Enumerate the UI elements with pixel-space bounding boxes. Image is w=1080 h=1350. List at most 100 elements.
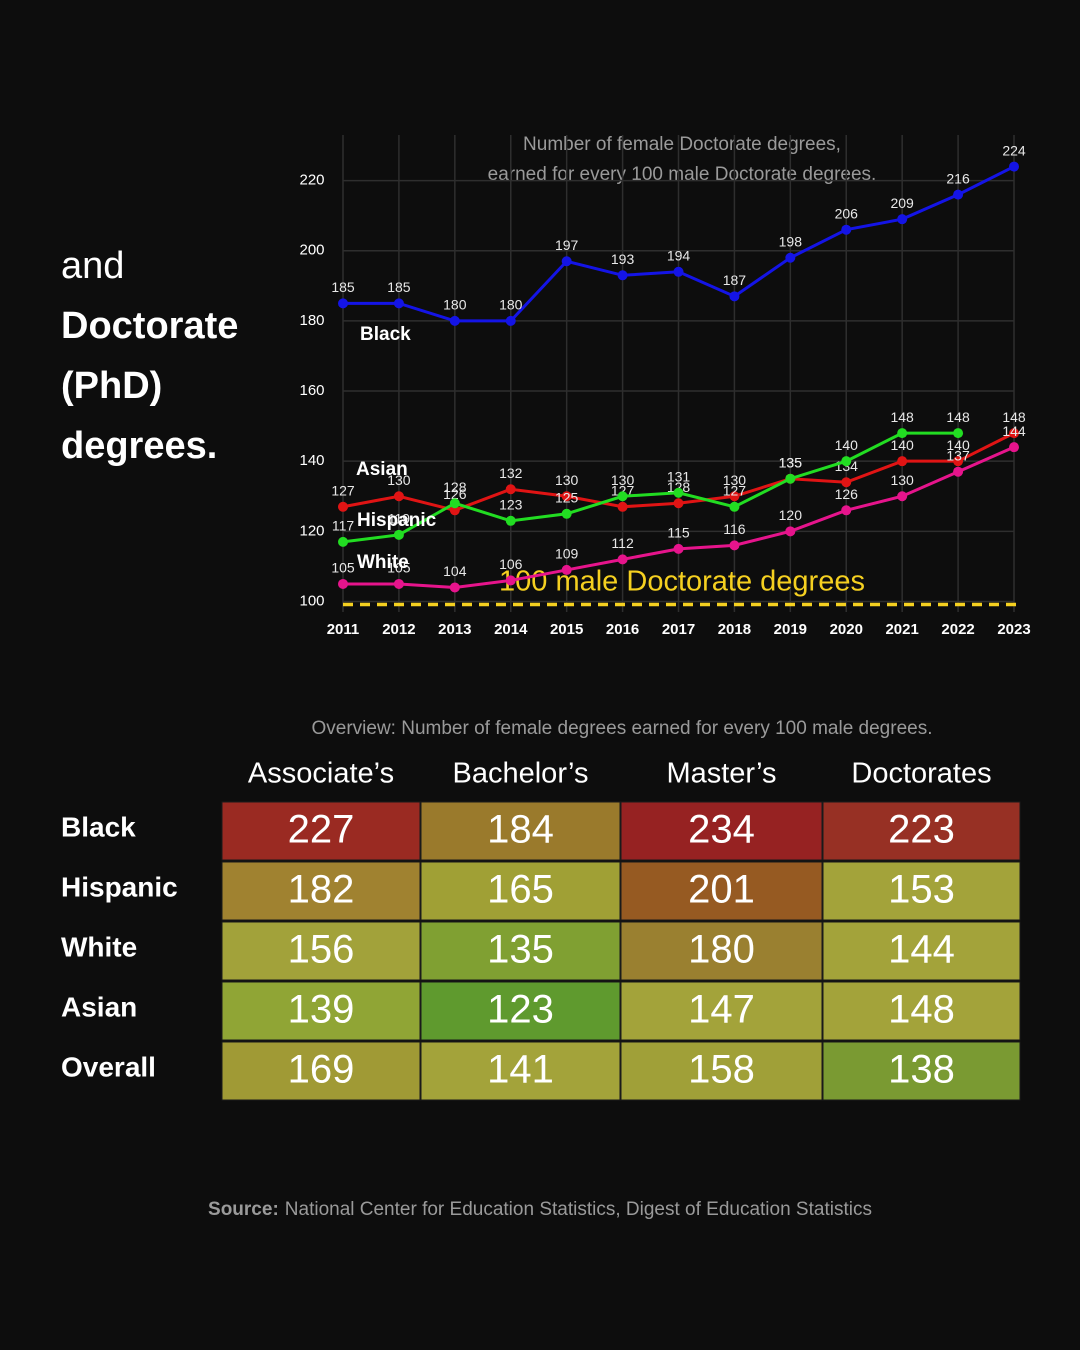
y-tick-label: 220 xyxy=(299,172,324,189)
data-point xyxy=(729,540,740,551)
row-label: Asian xyxy=(61,991,137,1022)
reference-label: 100 male Doctorate degrees xyxy=(499,566,865,598)
data-label: 148 xyxy=(946,409,970,425)
table-cell xyxy=(420,801,621,861)
heading-line: and xyxy=(61,245,124,287)
data-point xyxy=(953,466,964,477)
data-label: 117 xyxy=(332,518,355,534)
chart-title: Number of female Doctorate degrees, xyxy=(523,134,841,155)
source-text: National Center for Education Statistics… xyxy=(285,1199,872,1220)
data-label: 128 xyxy=(667,479,691,495)
cell-value: 123 xyxy=(487,988,554,1032)
data-label: 126 xyxy=(835,486,859,502)
data-label: 115 xyxy=(667,525,690,541)
data-label: 216 xyxy=(946,170,970,186)
data-point xyxy=(561,491,572,502)
data-point xyxy=(449,498,460,509)
cell-value: 184 xyxy=(487,808,554,852)
data-point xyxy=(841,477,852,488)
data-label: 187 xyxy=(723,272,747,288)
x-tick-label: 2014 xyxy=(494,621,528,638)
data-point xyxy=(1009,442,1019,453)
column-header: Bachelor’s xyxy=(453,758,589,790)
column-header: Associate’s xyxy=(248,758,394,790)
data-label: 137 xyxy=(946,447,970,463)
data-point xyxy=(841,505,852,516)
column-header: Master’s xyxy=(666,758,776,790)
y-tick-label: 120 xyxy=(299,522,324,539)
data-point xyxy=(785,252,796,263)
y-tick-label: 200 xyxy=(299,242,324,259)
table-cell xyxy=(822,921,1021,981)
data-point xyxy=(729,491,740,502)
y-tick-label: 100 xyxy=(299,592,324,609)
data-label: 135 xyxy=(779,454,803,470)
data-point xyxy=(561,256,572,267)
data-label: 144 xyxy=(1002,423,1026,439)
cell-value: 139 xyxy=(288,988,355,1032)
data-point xyxy=(673,266,684,277)
x-tick-label: 2016 xyxy=(606,621,639,638)
data-label: 180 xyxy=(443,297,467,313)
data-point xyxy=(953,456,964,467)
table-cell xyxy=(620,1041,823,1101)
data-point xyxy=(673,543,684,554)
row-label: Black xyxy=(61,811,136,842)
data-point xyxy=(505,484,516,495)
data-label: 130 xyxy=(555,472,579,488)
series-name: Hispanic xyxy=(357,510,437,531)
data-point xyxy=(841,224,852,235)
cell-value: 169 xyxy=(288,1048,355,1092)
data-point xyxy=(449,315,460,326)
cell-value: 223 xyxy=(888,808,955,852)
data-point xyxy=(673,487,684,498)
data-point xyxy=(393,491,404,502)
data-point xyxy=(505,515,516,526)
data-label: 135 xyxy=(779,454,803,470)
cell-value: 158 xyxy=(688,1048,755,1092)
heading-line: degrees. xyxy=(61,425,217,467)
data-label: 123 xyxy=(499,497,523,513)
x-tick-label: 2018 xyxy=(718,621,751,638)
data-point xyxy=(897,428,908,439)
table-cell xyxy=(620,801,823,861)
source-label: Source: xyxy=(208,1199,279,1220)
data-point xyxy=(897,456,908,467)
data-label: 105 xyxy=(331,560,355,576)
x-tick-label: 2015 xyxy=(550,621,583,638)
data-label: 194 xyxy=(667,247,691,263)
x-tick-label: 2022 xyxy=(941,621,974,638)
data-label: 185 xyxy=(331,279,355,295)
data-point xyxy=(953,428,964,439)
data-label: 140 xyxy=(835,437,859,453)
x-tick-label: 2013 xyxy=(438,621,471,638)
data-point xyxy=(841,456,852,467)
x-tick-label: 2017 xyxy=(662,621,695,638)
data-label: 127 xyxy=(723,482,747,498)
data-label: 112 xyxy=(611,535,634,551)
data-label: 104 xyxy=(443,563,467,579)
data-point xyxy=(729,291,740,302)
data-point xyxy=(953,189,964,200)
data-point xyxy=(338,298,348,309)
data-point xyxy=(897,214,908,225)
data-label: 125 xyxy=(555,489,579,505)
table-cell xyxy=(221,861,421,921)
data-label: 193 xyxy=(611,251,635,267)
table-cell xyxy=(221,921,421,981)
table-cell xyxy=(620,861,823,921)
table-cell xyxy=(221,1041,421,1101)
data-label: 148 xyxy=(1002,409,1026,425)
data-label: 116 xyxy=(723,521,746,537)
data-point xyxy=(561,564,572,575)
data-label: 106 xyxy=(499,556,523,572)
data-point xyxy=(617,554,628,565)
table-cell xyxy=(822,861,1021,921)
data-point xyxy=(338,501,348,512)
chart-title: earned for every 100 male Doctorate degr… xyxy=(488,164,877,185)
cell-value: 147 xyxy=(688,988,755,1032)
data-point xyxy=(393,298,404,309)
data-label: 131 xyxy=(667,468,691,484)
